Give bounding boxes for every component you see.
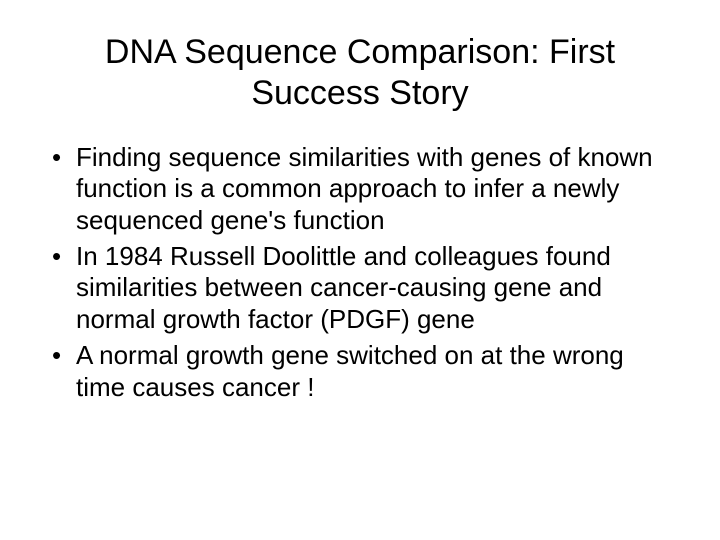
list-item: In 1984 Russell Doolittle and colleagues… [48,241,672,336]
bullet-list: Finding sequence similarities with genes… [48,142,672,404]
list-item: Finding sequence similarities with genes… [48,142,672,237]
list-item: A normal growth gene switched on at the … [48,340,672,403]
slide-title: DNA Sequence Comparison: First Success S… [48,32,672,114]
bullet-text: A normal growth gene switched on at the … [76,340,624,402]
bullet-text: In 1984 Russell Doolittle and colleagues… [76,241,611,334]
bullet-text: Finding sequence similarities with genes… [76,142,653,235]
slide: DNA Sequence Comparison: First Success S… [0,0,720,540]
